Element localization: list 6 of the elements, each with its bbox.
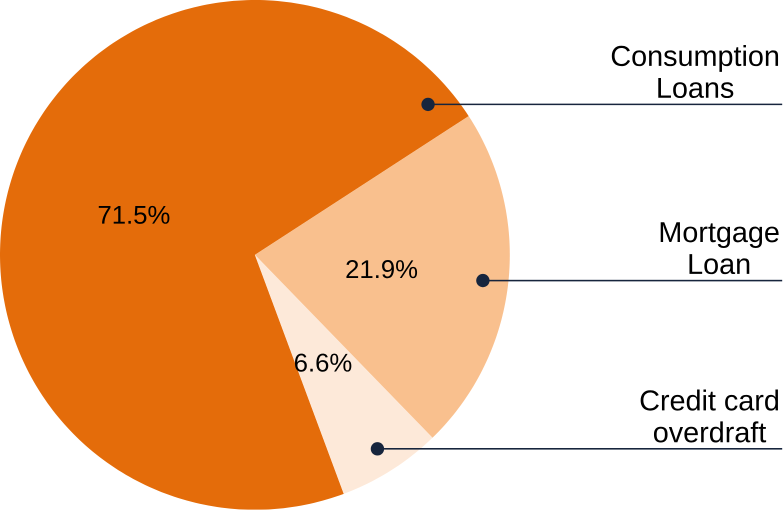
- data-label: 6.6%: [294, 354, 352, 372]
- slice-label: Credit card overdraft: [640, 390, 778, 443]
- data-label: 71.5%: [98, 206, 170, 224]
- slice-label: Consumption Loans: [612, 45, 778, 98]
- data-label: 21.9%: [346, 260, 418, 278]
- slice-label: Mortgage Loan: [660, 222, 779, 274]
